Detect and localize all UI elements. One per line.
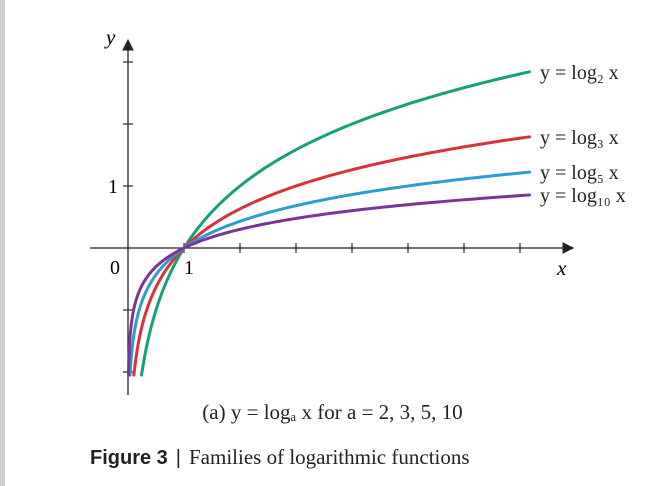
curves (127, 70, 532, 377)
subcaption-formula: y = logₐ x for a = 2, 3, 5, 10 (230, 400, 463, 424)
figure-label: Figure 3 (90, 447, 168, 469)
y-tick-label-1: 1 (108, 176, 118, 198)
series-label-log2: y = log₂ x (540, 62, 619, 84)
series-label-log3: y = log₃ x (540, 127, 619, 149)
y-axis-label: y (104, 25, 116, 49)
log-chart: y x 0 1 1 y = log₂ x y = log₃ x y = log₅ x… (90, 25, 626, 395)
subcaption-prefix: (a) (202, 400, 226, 424)
series-line-log2 (140, 70, 532, 377)
x-tick-label-1: 1 (184, 257, 194, 279)
subcaption: (a) y = logₐ x for a = 2, 3, 5, 10 (0, 400, 665, 425)
x-axis-label: x (556, 256, 567, 280)
caption-separator: | (175, 447, 181, 469)
series-label-log10: y = log₁₀ x (540, 185, 626, 207)
figure-caption: Figure 3 | Families of logarithmic functio… (90, 445, 470, 470)
series-label-log5: y = log₅ x (540, 162, 619, 184)
caption-text: Families of logarithmic functions (189, 445, 470, 469)
labels: y x 0 1 1 (104, 25, 567, 280)
series-line-log10 (127, 193, 532, 377)
page-edge (0, 0, 5, 486)
series-labels: y = log₂ x y = log₃ x y = log₅ xy = log₁₀ … (540, 62, 626, 207)
axes (90, 38, 575, 395)
series-line-log5 (128, 170, 532, 377)
origin-label: 0 (110, 257, 120, 279)
ticks (123, 61, 521, 373)
series-line-log3 (132, 135, 532, 377)
